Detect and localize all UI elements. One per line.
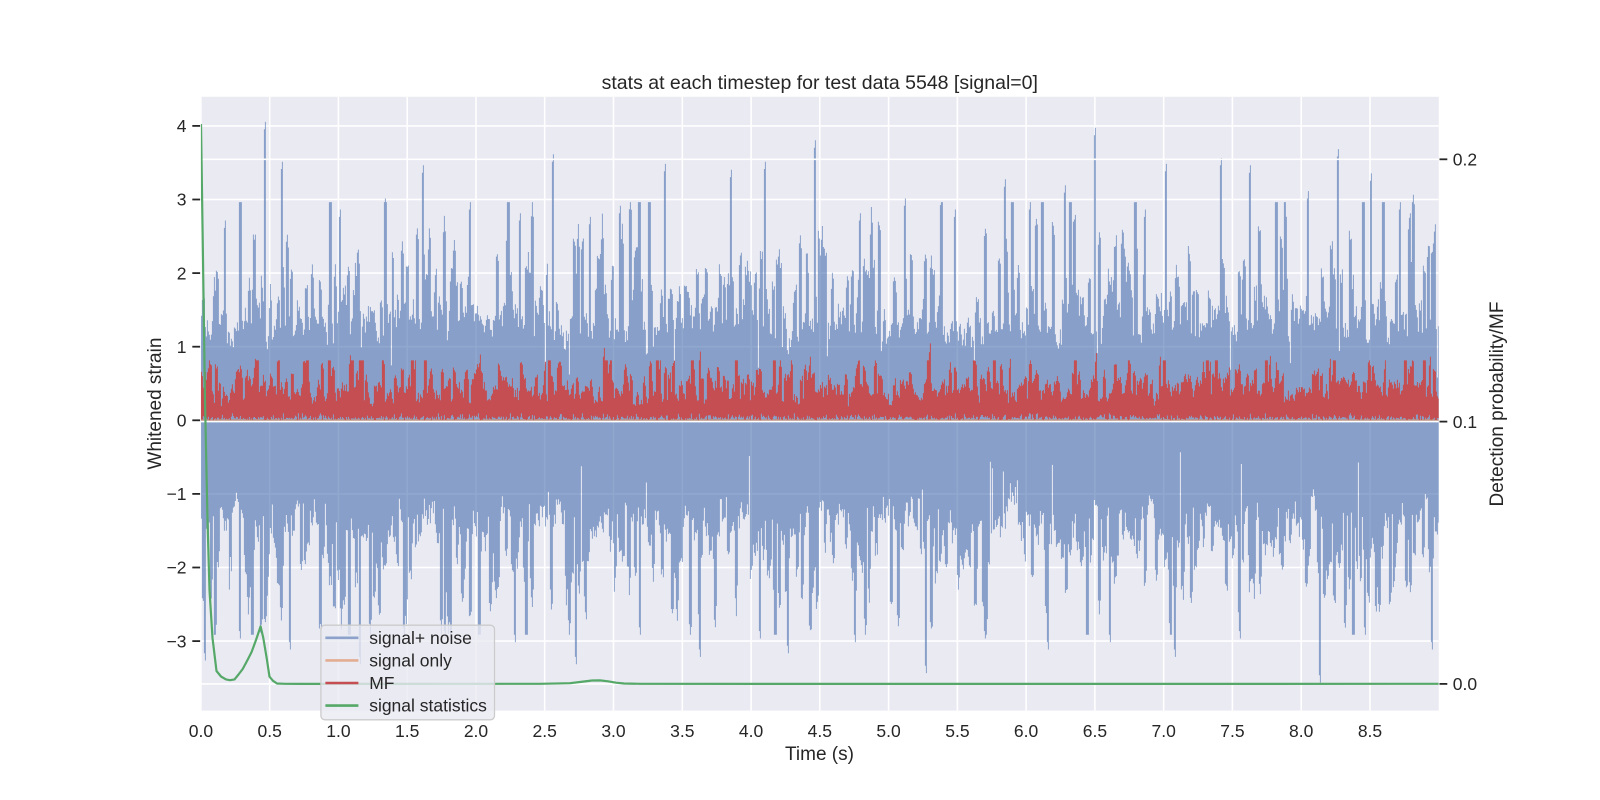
svg-text:0.0: 0.0 (189, 721, 214, 741)
svg-text:Detection probability/MF: Detection probability/MF (1487, 302, 1508, 507)
svg-text:7.5: 7.5 (1220, 721, 1244, 741)
svg-text:−2: −2 (167, 558, 187, 578)
svg-text:4: 4 (177, 116, 187, 136)
svg-text:7.0: 7.0 (1152, 721, 1177, 741)
svg-text:3.0: 3.0 (601, 721, 626, 741)
svg-text:1.0: 1.0 (326, 721, 351, 741)
svg-text:5.0: 5.0 (876, 721, 901, 741)
svg-text:−3: −3 (167, 631, 187, 651)
svg-text:1.5: 1.5 (395, 721, 419, 741)
svg-text:8.0: 8.0 (1289, 721, 1314, 741)
svg-text:signal+ noise: signal+ noise (369, 628, 472, 648)
svg-text:5.5: 5.5 (945, 721, 969, 741)
svg-text:0.0: 0.0 (1453, 674, 1478, 694)
svg-text:2.0: 2.0 (464, 721, 489, 741)
svg-text:6.5: 6.5 (1083, 721, 1107, 741)
svg-text:Whitened strain: Whitened strain (145, 338, 166, 470)
svg-text:MF: MF (369, 673, 394, 693)
svg-text:−1: −1 (167, 484, 187, 504)
svg-text:0.2: 0.2 (1453, 150, 1477, 170)
svg-text:0: 0 (177, 411, 187, 431)
svg-text:1: 1 (177, 337, 187, 357)
svg-text:6.0: 6.0 (1014, 721, 1039, 741)
svg-text:Time (s): Time (s) (785, 744, 854, 765)
svg-text:2: 2 (177, 263, 187, 283)
svg-text:8.5: 8.5 (1358, 721, 1382, 741)
svg-text:signal only: signal only (369, 651, 452, 671)
svg-text:3: 3 (177, 190, 187, 210)
svg-text:4.5: 4.5 (808, 721, 832, 741)
svg-text:signal statistics: signal statistics (369, 696, 487, 716)
svg-text:4.0: 4.0 (739, 721, 764, 741)
svg-text:stats at each timestep for tes: stats at each timestep for test data 554… (602, 72, 1038, 94)
svg-text:0.5: 0.5 (258, 721, 282, 741)
svg-text:2.5: 2.5 (533, 721, 557, 741)
svg-text:0.1: 0.1 (1453, 412, 1477, 432)
svg-text:3.5: 3.5 (670, 721, 694, 741)
